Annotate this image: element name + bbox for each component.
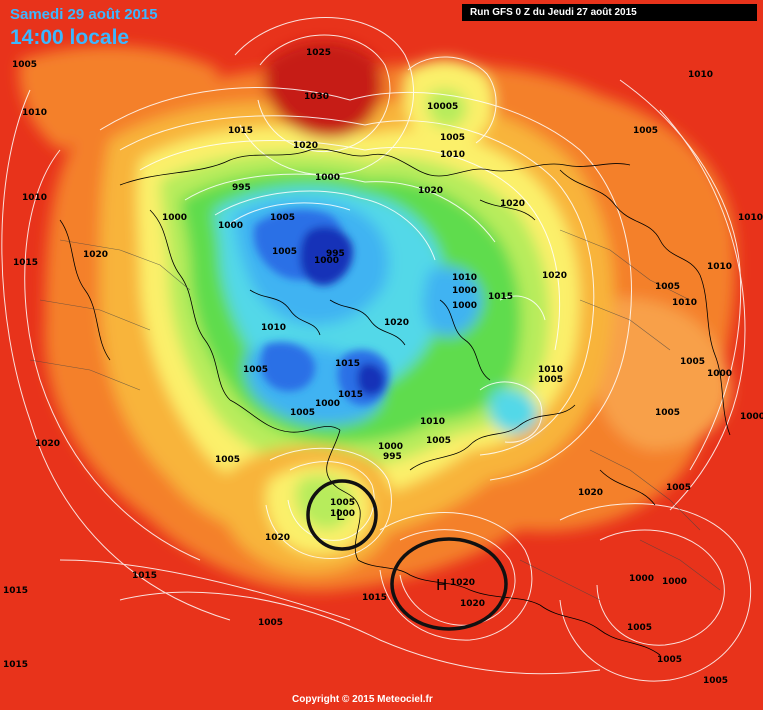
isobar-label: 1005 xyxy=(290,408,315,418)
pressure-markers: L H xyxy=(336,506,447,594)
forecast-date: Samedi 29 août 2015 xyxy=(10,6,158,23)
isobar-label: 1010 xyxy=(688,70,713,80)
isobar-label: 1020 xyxy=(460,599,485,609)
forecast-time: 14:00 locale xyxy=(10,26,130,49)
coastlines xyxy=(59,148,731,656)
isobar-label: 1000 xyxy=(378,442,403,452)
run-info: Run GFS 0 Z du Jeudi 27 août 2015 xyxy=(470,7,637,18)
isobar-label: 1000 xyxy=(662,577,687,587)
isobar-label: 1020 xyxy=(450,578,475,588)
isobar-label: 995 xyxy=(232,183,251,193)
isobar-label: 1020 xyxy=(542,271,567,281)
isobar-label: 1005 xyxy=(440,133,465,143)
isobar-label: 1015 xyxy=(488,292,513,302)
isobar-label: 10005 xyxy=(427,102,458,112)
low-marker: L xyxy=(336,506,345,524)
copyright: Copyright © 2015 Meteociel.fr xyxy=(292,694,433,705)
isobar-label: 1005 xyxy=(215,455,240,465)
isobar-label: 1010 xyxy=(440,150,465,160)
low-circle xyxy=(306,479,378,551)
high-circle xyxy=(390,537,508,631)
isobar-label: 1020 xyxy=(578,488,603,498)
isobar-label: 1020 xyxy=(500,199,525,209)
isobars xyxy=(1,17,752,682)
isobar-label: 1030 xyxy=(304,92,329,102)
high-marker: H xyxy=(436,576,447,594)
isobar-label: 1000 xyxy=(162,213,187,223)
isobar-label: 1015 xyxy=(3,660,28,670)
isobar-label: 1000 xyxy=(330,509,355,519)
isobar-label: 995 xyxy=(326,249,345,259)
isobar-label: 1020 xyxy=(418,186,443,196)
isobar-label: 1000 xyxy=(314,256,339,266)
isobar-label: 1005 xyxy=(538,375,563,385)
isobar-label: 1005 xyxy=(243,365,268,375)
isobar-label: 1025 xyxy=(306,48,331,58)
isobar-labels: 1005102510301000510051010101010101015102… xyxy=(3,48,763,686)
isobar-label: 1020 xyxy=(265,533,290,543)
isobar-label: 1015 xyxy=(335,359,360,369)
run-info-box xyxy=(462,4,757,21)
isobar-label: 1010 xyxy=(22,193,47,203)
isobar-label: 1005 xyxy=(655,282,680,292)
isobar-label: 1000 xyxy=(315,173,340,183)
isobar-label: 1010 xyxy=(420,417,445,427)
isobar-label: 1015 xyxy=(132,571,157,581)
isobar-label: 1005 xyxy=(426,436,451,446)
isobar-label: 1010 xyxy=(707,262,732,272)
isobar-label: 1005 xyxy=(655,408,680,418)
isobar-label: 1005 xyxy=(258,618,283,628)
isobar-label: 1000 xyxy=(740,412,763,422)
isobar-label: 1005 xyxy=(270,213,295,223)
isobar-label: 1020 xyxy=(35,439,60,449)
isobar-label: 1010 xyxy=(261,323,286,333)
isobar-label: 1010 xyxy=(672,298,697,308)
isobar-label: 1015 xyxy=(338,390,363,400)
isobar-label: 1020 xyxy=(293,141,318,151)
isobar-label: 1005 xyxy=(633,126,658,136)
isobar-label: 1010 xyxy=(738,213,763,223)
isobar-label: 1000 xyxy=(218,221,243,231)
isobar-label: 1000 xyxy=(629,574,654,584)
isobar-label: 1000 xyxy=(452,301,477,311)
isobar-label: 1005 xyxy=(666,483,691,493)
isobar-label: 1005 xyxy=(272,247,297,257)
isobar-label: 1005 xyxy=(330,498,355,508)
isobar-label: 1015 xyxy=(228,126,253,136)
isobar-label: 1005 xyxy=(657,655,682,665)
isobar-label: 1020 xyxy=(384,318,409,328)
isobar-label: 1010 xyxy=(22,108,47,118)
isobar-label: 1000 xyxy=(315,399,340,409)
isobar-label: 1005 xyxy=(627,623,652,633)
isobar-label: 1005 xyxy=(680,357,705,367)
isobar-label: 1020 xyxy=(83,250,108,260)
isobar-label: 1015 xyxy=(13,258,38,268)
isobar-label: 1010 xyxy=(538,365,563,375)
isobar-label: 1000 xyxy=(452,286,477,296)
isobar-label: 1015 xyxy=(3,586,28,596)
isobar-label: 1000 xyxy=(707,369,732,379)
isobar-label: 1005 xyxy=(703,676,728,686)
isobar-label: 1005 xyxy=(12,60,37,70)
isobar-label: 1015 xyxy=(362,593,387,603)
borders xyxy=(29,229,721,601)
isobar-label: 1010 xyxy=(452,273,477,283)
isobar-label: 995 xyxy=(383,452,402,462)
deep-low-cores xyxy=(253,209,390,406)
